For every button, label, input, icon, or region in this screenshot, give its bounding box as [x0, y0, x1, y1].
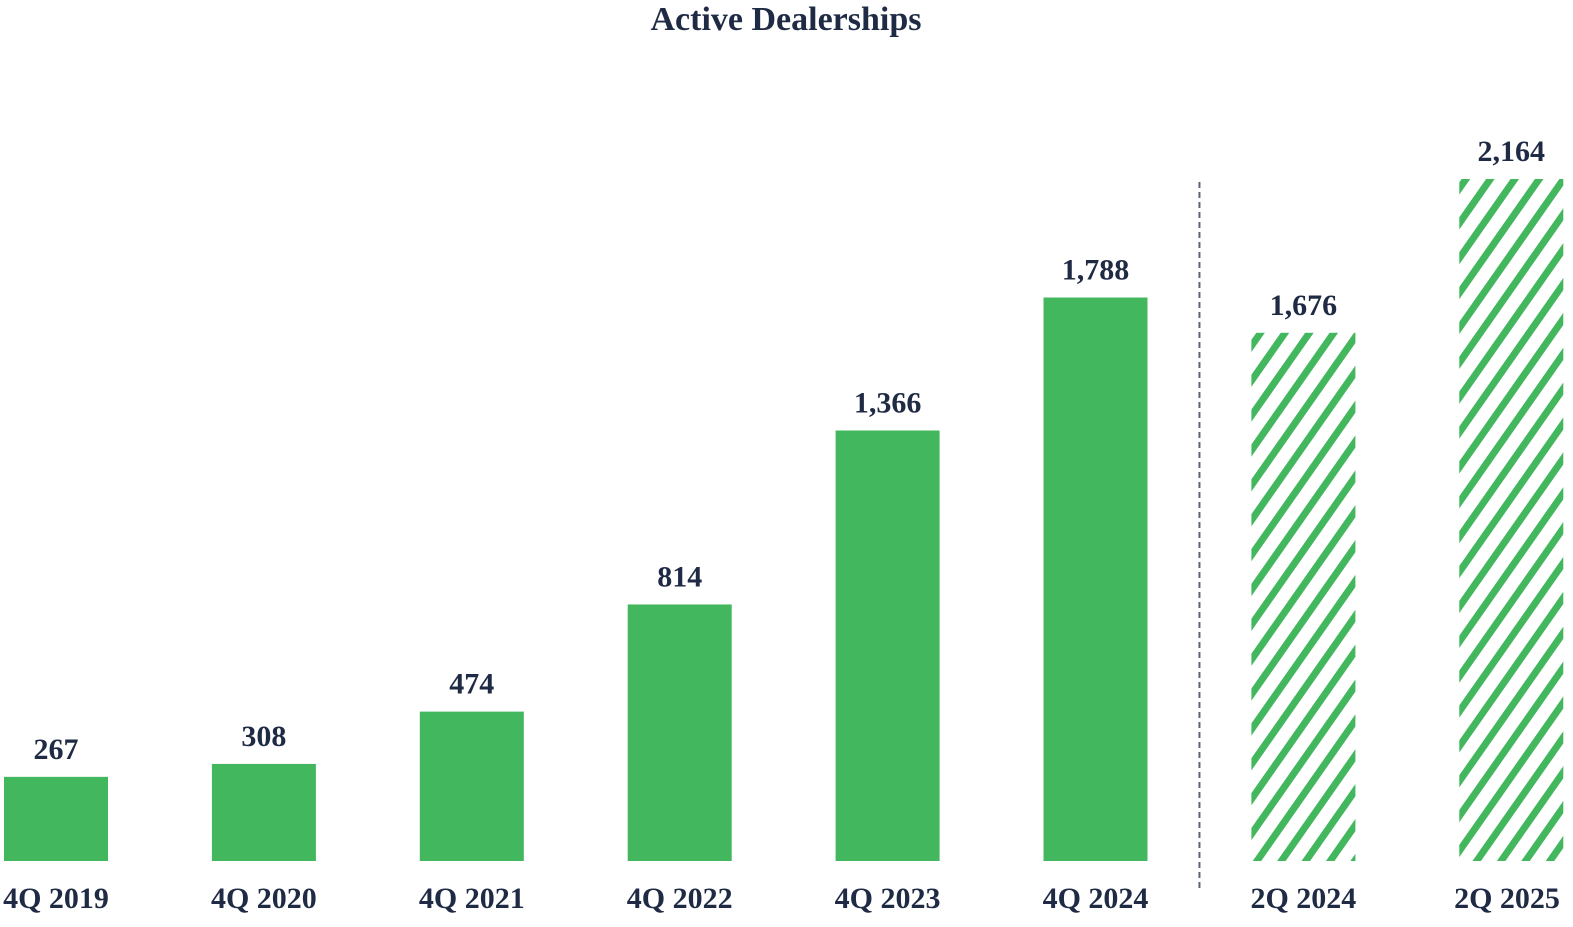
value-label-4q-2022: 814 [657, 560, 702, 593]
bar-4q-2023 [835, 430, 940, 861]
bar-4q-2020 [211, 763, 316, 861]
value-label-4q-2019: 267 [34, 733, 79, 766]
value-label-4q-2023: 1,366 [854, 386, 922, 419]
x-tick-label-4q-2019: 4Q 2019 [3, 882, 109, 915]
value-labels-group: 267 308 474 814 1,366 1,788 1,676 2,164 [34, 135, 1546, 766]
tick-labels-group: 4Q 2019 4Q 2020 4Q 2021 4Q 2022 4Q 2023 4Q 20… [3, 882, 1560, 915]
bar-4q-2021 [419, 711, 524, 861]
x-tick-label-4q-2023: 4Q 2023 [835, 882, 941, 915]
bars-group [4, 179, 1564, 862]
bar-2q-2025 [1459, 179, 1564, 861]
value-label-4q-2021: 474 [449, 668, 494, 701]
value-label-4q-2024: 1,788 [1062, 253, 1130, 286]
x-tick-label-2q-2024: 2Q 2024 [1250, 882, 1356, 915]
x-tick-label-4q-2024: 4Q 2024 [1043, 882, 1149, 915]
bar-4q-2024 [1043, 297, 1148, 861]
bar-4q-2022 [627, 604, 732, 861]
x-tick-label-4q-2021: 4Q 2021 [419, 882, 525, 915]
chart-title: Active Dealerships [650, 1, 921, 38]
x-tick-label-4q-2020: 4Q 2020 [211, 882, 317, 915]
value-label-2q-2024: 1,676 [1270, 289, 1338, 322]
value-label-4q-2020: 308 [241, 720, 286, 753]
bar-4q-2019 [4, 776, 108, 861]
bar-2q-2024 [1251, 332, 1356, 862]
value-label-2q-2025: 2,164 [1478, 135, 1546, 168]
x-tick-label-2q-2025: 2Q 2025 [1454, 882, 1560, 915]
x-tick-label-4q-2022: 4Q 2022 [627, 882, 733, 915]
